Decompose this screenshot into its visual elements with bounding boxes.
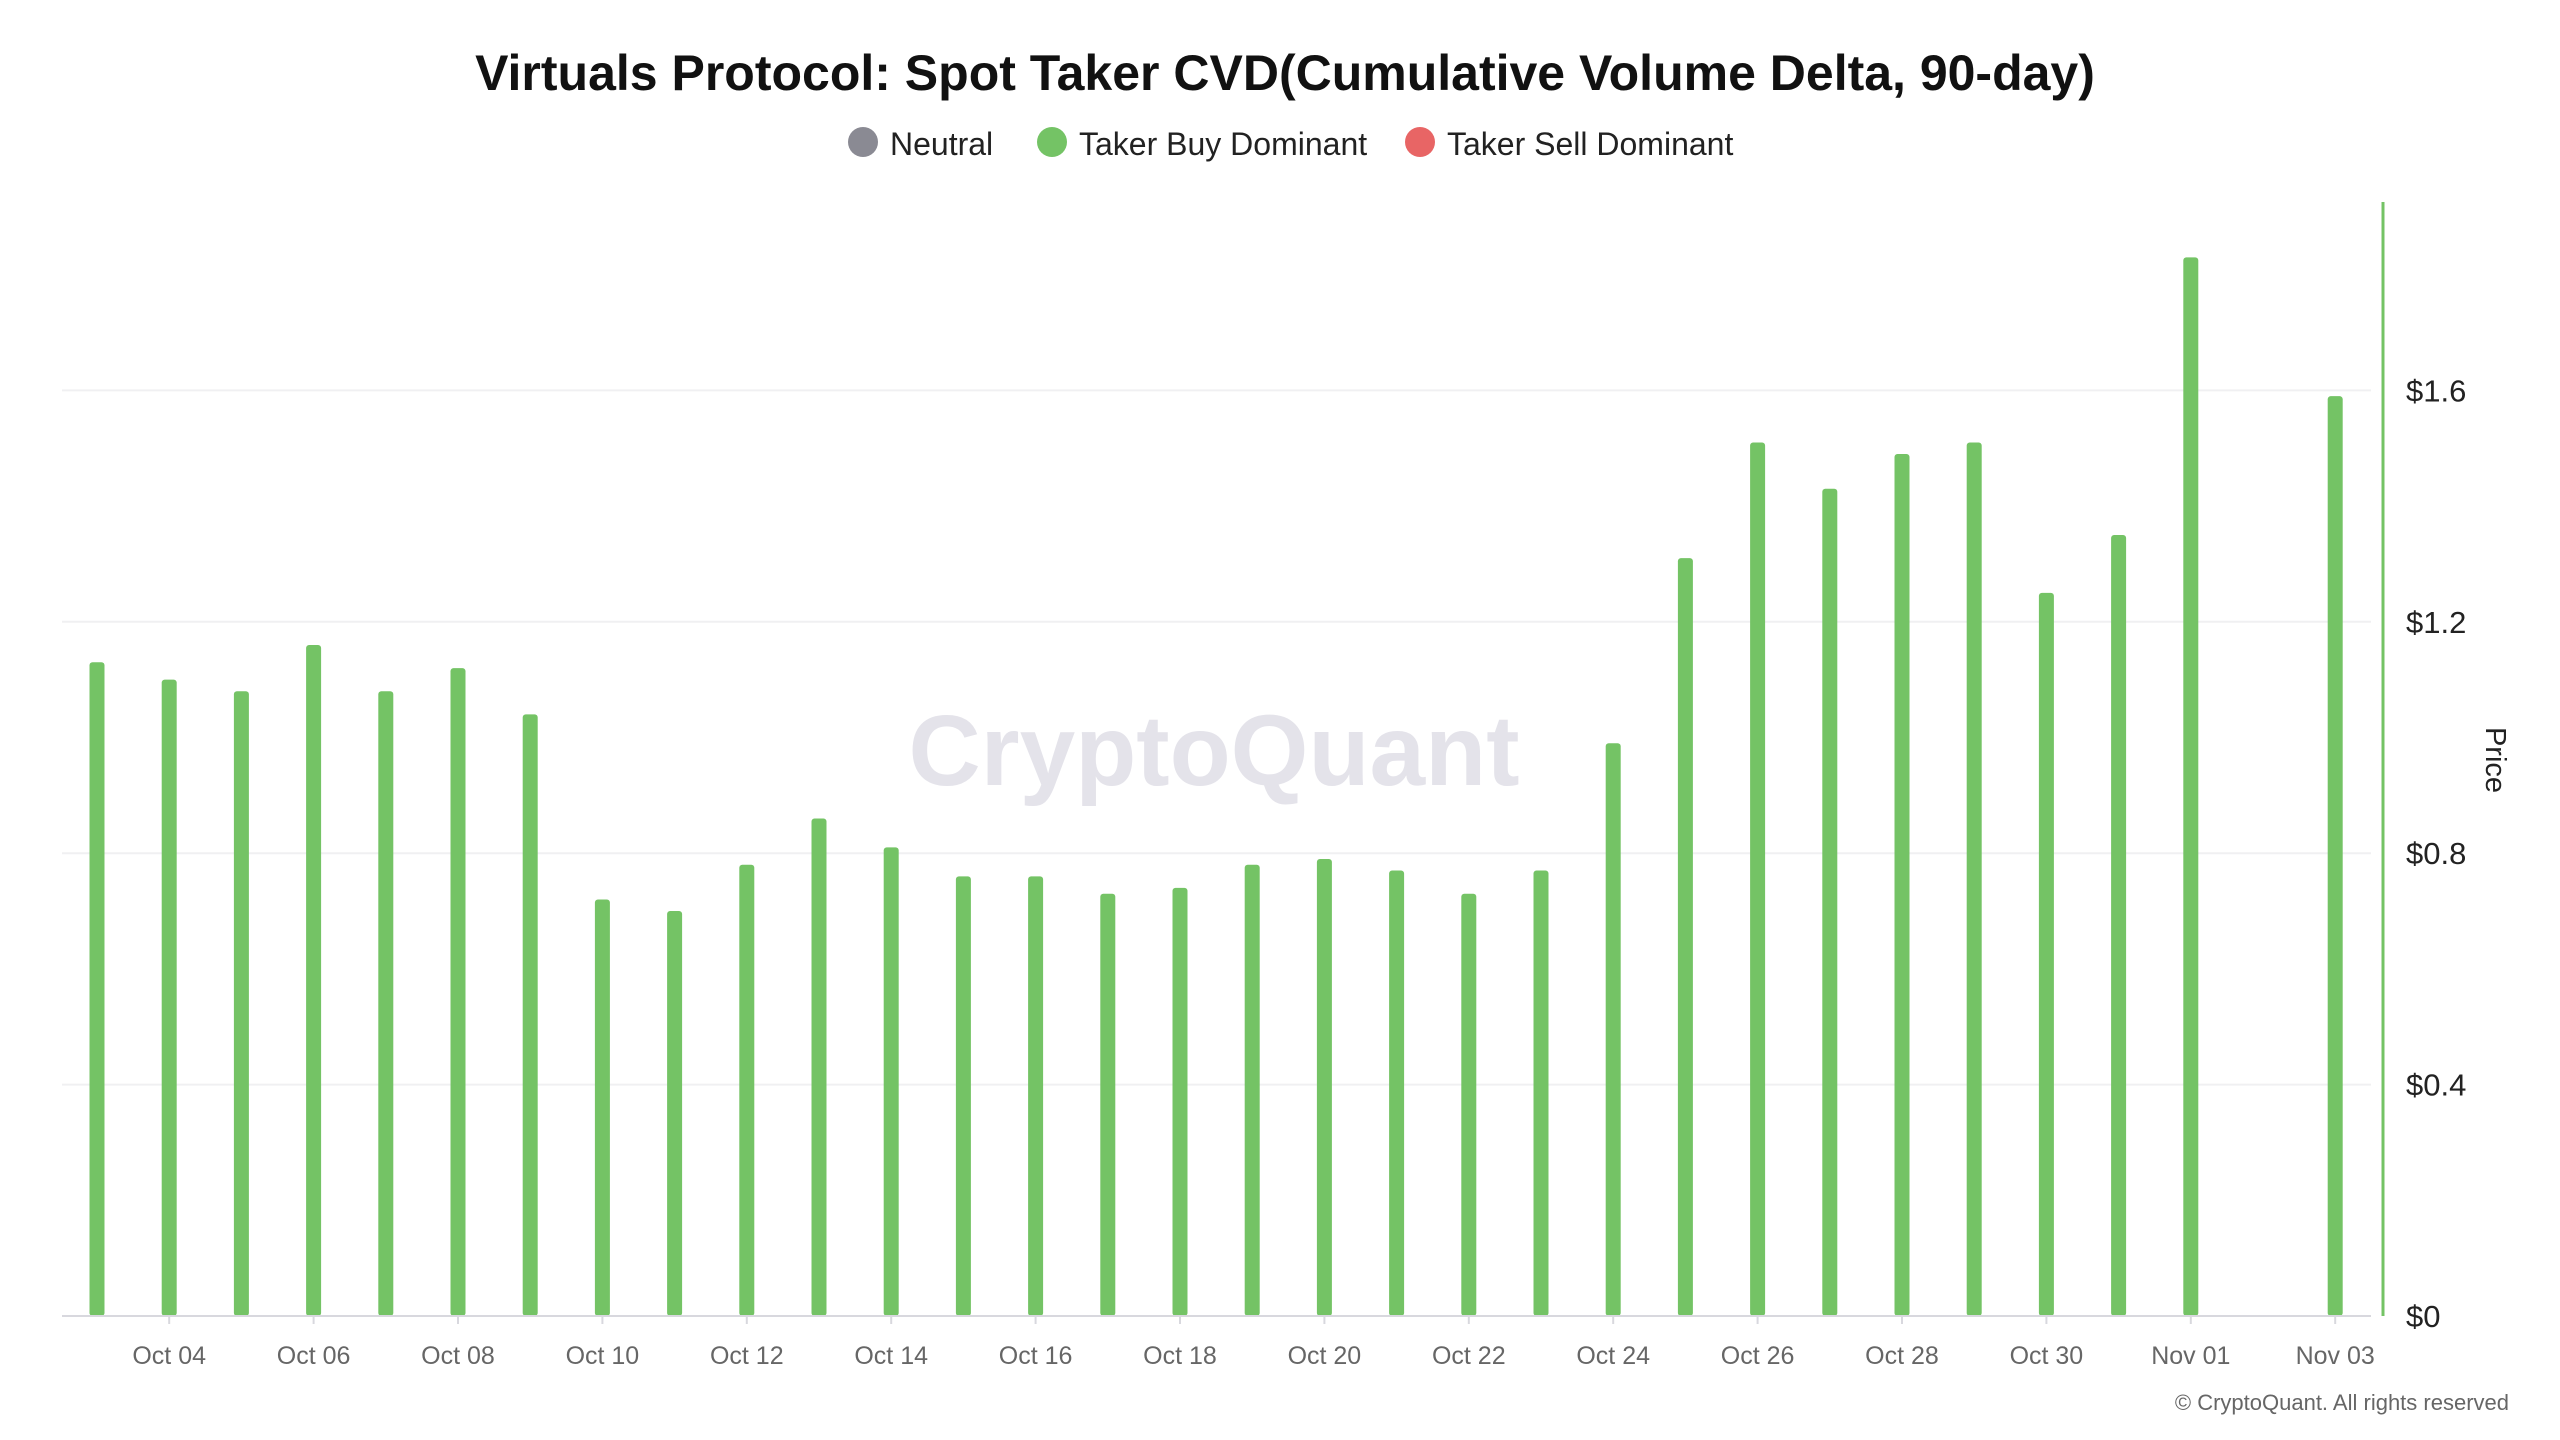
x-tick-label: Oct 28 — [1865, 1342, 1939, 1370]
bar-oct-12[interactable] — [739, 864, 755, 1316]
bar-oct-19[interactable] — [1244, 864, 1260, 1316]
bar-oct-06[interactable] — [306, 644, 322, 1316]
y-tick-label: $0 — [2406, 1299, 2440, 1334]
y-axis: $0 $0.4 $0.8 $1.2 $1.6 — [2406, 373, 2466, 1334]
bar-oct-23[interactable] — [1533, 870, 1549, 1316]
x-tick-label: Nov 03 — [2296, 1342, 2375, 1370]
x-tick-label: Oct 26 — [1721, 1342, 1795, 1370]
y-axis-label: Price — [2479, 727, 2511, 793]
bar-oct-10[interactable] — [594, 899, 610, 1316]
legend-taker-buy[interactable]: Taker Buy Dominant — [1079, 126, 1367, 162]
bar-oct-30[interactable] — [2038, 592, 2054, 1316]
bar-oct-17[interactable] — [1100, 893, 1116, 1316]
bar-oct-28[interactable] — [1894, 454, 1910, 1316]
bar-oct-08[interactable] — [450, 668, 466, 1316]
bar-oct-16[interactable] — [1028, 876, 1044, 1316]
x-tick-label: Oct 30 — [2010, 1342, 2084, 1370]
legend-sell-marker — [1405, 127, 1435, 157]
x-tick-label: Oct 16 — [999, 1342, 1073, 1370]
gridlines — [62, 389, 2371, 1086]
bar-oct-24[interactable] — [1605, 743, 1621, 1316]
watermark: CryptoQuant — [908, 695, 1519, 807]
bar-oct-20[interactable] — [1316, 858, 1332, 1316]
bar-oct-11[interactable] — [667, 911, 683, 1316]
bar-oct-07[interactable] — [378, 691, 394, 1316]
x-tick-label: Oct 06 — [277, 1342, 351, 1370]
x-tick-label: Oct 20 — [1288, 1342, 1362, 1370]
y-tick-label: $0.4 — [2406, 1068, 2466, 1103]
x-tick-label: Oct 22 — [1432, 1342, 1506, 1370]
bar-oct-31[interactable] — [2111, 535, 2127, 1316]
legend-taker-sell[interactable]: Taker Sell Dominant — [1447, 126, 1733, 162]
legend-neutral-marker — [848, 127, 878, 157]
bar-oct-13[interactable] — [811, 818, 827, 1316]
bar-oct-29[interactable] — [1966, 442, 1982, 1317]
x-tick-label: Nov 01 — [2151, 1342, 2230, 1370]
x-tick-label: Oct 08 — [421, 1342, 495, 1370]
bar-nov-01[interactable] — [2183, 257, 2199, 1317]
x-axis: Oct 04 Oct 06 Oct 08 Oct 10 Oct 12 Oct 14 Oct … — [132, 1316, 2375, 1370]
bar-oct-03[interactable] — [89, 662, 105, 1316]
bar-oct-04[interactable] — [161, 679, 177, 1316]
bar-oct-22[interactable] — [1461, 893, 1477, 1316]
y-tick-label: $0.8 — [2406, 836, 2466, 871]
bar-oct-05[interactable] — [233, 691, 249, 1316]
y-tick-label: $1.2 — [2406, 605, 2466, 640]
bar-nov-03[interactable] — [2327, 396, 2343, 1316]
x-tick-label: Oct 12 — [710, 1342, 784, 1370]
bars — [89, 257, 2343, 1317]
bar-oct-26[interactable] — [1750, 442, 1766, 1317]
legend-neutral[interactable]: Neutral — [890, 126, 993, 162]
bar-oct-27[interactable] — [1822, 488, 1838, 1316]
bar-oct-25[interactable] — [1677, 558, 1693, 1316]
x-tick-label: Oct 18 — [1143, 1342, 1217, 1370]
bar-oct-15[interactable] — [955, 876, 971, 1316]
bar-oct-09[interactable] — [522, 714, 538, 1316]
chart-title: Virtuals Protocol: Spot Taker CVD(Cumula… — [475, 45, 2095, 101]
bar-oct-14[interactable] — [883, 847, 899, 1316]
copyright-footer: © CryptoQuant. All rights reserved — [2175, 1390, 2509, 1415]
x-tick-label: Oct 24 — [1576, 1342, 1650, 1370]
x-tick-label: Oct 14 — [854, 1342, 928, 1370]
x-tick-label: Oct 10 — [566, 1342, 640, 1370]
legend-buy-marker — [1037, 127, 1067, 157]
legend: Neutral Taker Buy Dominant Taker Sell Do… — [848, 126, 1733, 162]
x-tick-label: Oct 04 — [132, 1342, 206, 1370]
y-tick-label: $1.6 — [2406, 373, 2466, 408]
bar-oct-18[interactable] — [1172, 887, 1188, 1316]
bar-oct-21[interactable] — [1389, 870, 1405, 1316]
